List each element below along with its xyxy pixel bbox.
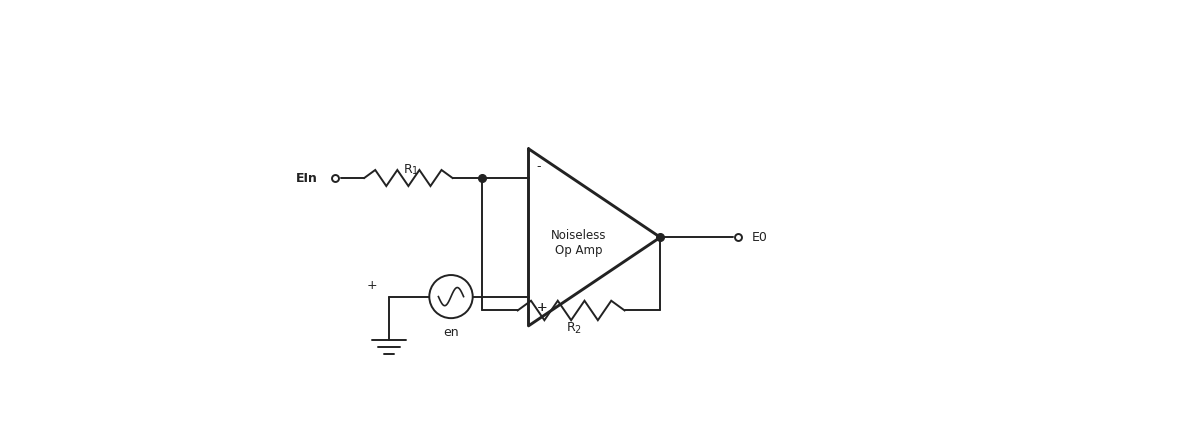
Text: +: + — [537, 301, 547, 314]
Text: R: R — [566, 321, 576, 334]
Text: -: - — [537, 160, 540, 174]
Text: en: en — [443, 326, 459, 339]
Text: 1: 1 — [412, 166, 418, 176]
Text: Noiseless
Op Amp: Noiseless Op Amp — [551, 229, 607, 257]
Text: +: + — [367, 279, 377, 292]
Text: E0: E0 — [752, 231, 768, 244]
Text: EIn: EIn — [296, 171, 318, 185]
Text: +: + — [537, 301, 547, 314]
Text: R: R — [403, 163, 413, 176]
Text: 2: 2 — [575, 325, 581, 335]
